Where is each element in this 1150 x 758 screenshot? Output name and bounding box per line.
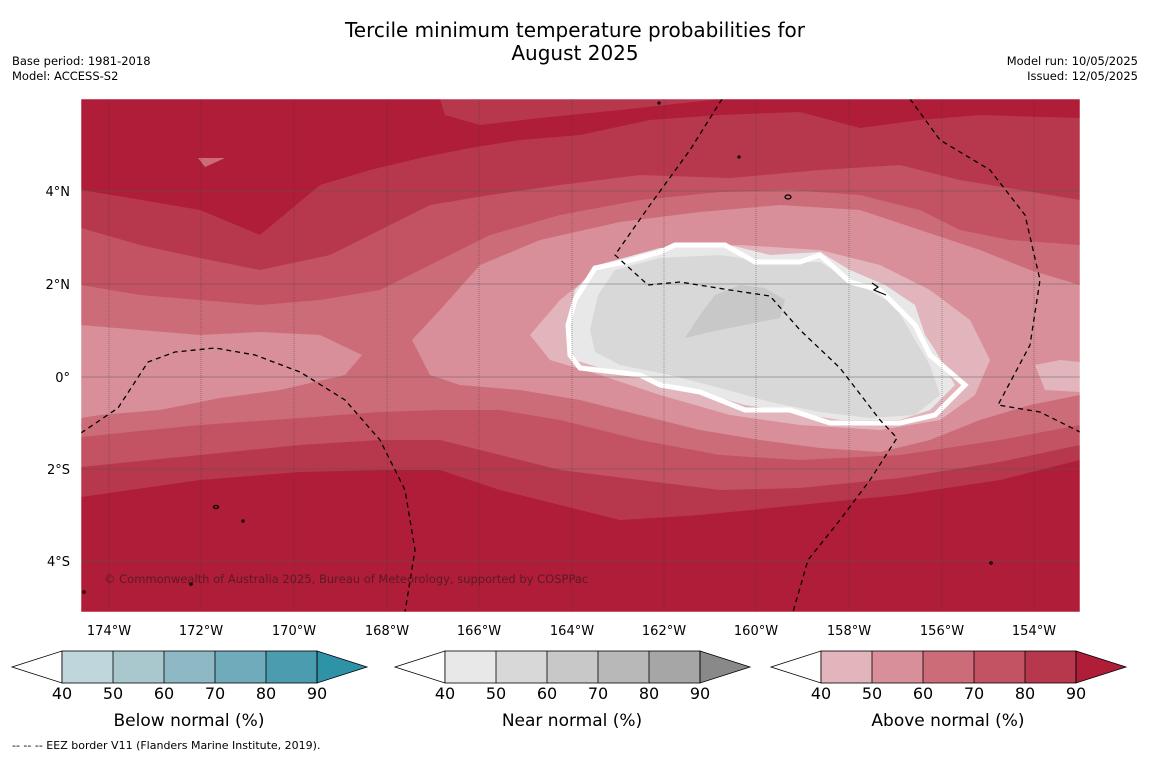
cbar-below-tick-90: 90 xyxy=(307,684,327,703)
meta-right: Model run: 10/05/2025 Issued: 12/05/2025 xyxy=(1007,54,1138,84)
lon-label-156w: 156°W xyxy=(920,624,964,639)
cbar-near-seg-1 xyxy=(496,651,547,683)
cbar-below-seg-3 xyxy=(215,651,266,683)
cbar-near-seg-4 xyxy=(649,651,700,683)
cbar-above-seg-0 xyxy=(821,651,872,683)
title-line-2: August 2025 xyxy=(511,41,639,65)
lon-label-172w: 172°W xyxy=(179,624,223,639)
lat-label-0: 0° xyxy=(55,371,70,386)
cbar-above-tick-60: 60 xyxy=(913,684,933,703)
cbar-above-tick-40: 40 xyxy=(811,684,831,703)
cbar-near-tick-60: 60 xyxy=(537,684,557,703)
copyright-notice: © Commonwealth of Australia 2025, Bureau… xyxy=(104,572,589,586)
cbar-below-title: Below normal (%) xyxy=(114,711,265,731)
lon-label-160w: 160°W xyxy=(734,624,778,639)
colorbar-below: 40 50 60 70 80 90 Below normal (%) xyxy=(10,650,369,731)
cbar-above-tick-50: 50 xyxy=(862,684,882,703)
cbar-near-title: Near normal (%) xyxy=(502,711,642,731)
chart-title: Tercile minimum temperature probabilitie… xyxy=(0,19,1150,65)
graticule xyxy=(108,99,1035,612)
cbar-below-tick-80: 80 xyxy=(256,684,276,703)
zone-above-90-patch xyxy=(335,148,380,163)
issued-date: Issued: 12/05/2025 xyxy=(1027,69,1138,83)
contour-near-40 xyxy=(565,242,969,426)
cbar-above-tick-70: 70 xyxy=(964,684,984,703)
cbar-above-high-ext xyxy=(1075,650,1128,684)
cbar-above-tick-80: 80 xyxy=(1015,684,1035,703)
meta-left: Base period: 1981-2018 Model: ACCESS-S2 xyxy=(12,54,151,84)
zone-above-80-north xyxy=(275,99,720,125)
eez-border-note: -- -- -- EEZ border V11 (Flanders Marine… xyxy=(12,739,321,752)
cbar-above-title: Above normal (%) xyxy=(871,711,1024,731)
cbar-near-tick-40: 40 xyxy=(435,684,455,703)
lon-label-168w: 168°W xyxy=(365,624,409,639)
lat-label-2s: 2°S xyxy=(47,463,70,478)
cbar-below-tick-60: 60 xyxy=(154,684,174,703)
cbar-near-tick-70: 70 xyxy=(588,684,608,703)
zone-near-60 xyxy=(685,285,785,338)
colorbar-near: 40 50 60 70 80 90 Near normal (%) xyxy=(393,650,752,731)
cbar-below-seg-0 xyxy=(62,651,113,683)
title-line-1: Tercile minimum temperature probabilitie… xyxy=(344,18,806,42)
cbar-above-seg-1 xyxy=(872,651,923,683)
cbar-below-seg-1 xyxy=(113,651,164,683)
lon-label-174w: 174°W xyxy=(87,624,131,639)
lat-label-2n: 2°N xyxy=(46,278,71,293)
lon-label-166w: 166°W xyxy=(457,624,501,639)
cbar-above-seg-4 xyxy=(1025,651,1076,683)
zone-above-60-patch xyxy=(198,158,225,167)
lon-label-164w: 164°W xyxy=(550,624,594,639)
cbar-near-tick-90: 90 xyxy=(690,684,710,703)
cbar-below-tick-40: 40 xyxy=(52,684,72,703)
lon-label-154w: 154°W xyxy=(1012,624,1056,639)
map-frame xyxy=(80,98,1081,613)
lat-label-4s: 4°S xyxy=(47,555,70,570)
cbar-above-tick-90: 90 xyxy=(1066,684,1086,703)
lon-label-162w: 162°W xyxy=(642,624,686,639)
zone-above-50 xyxy=(81,325,362,418)
cbar-below-seg-4 xyxy=(266,651,317,683)
lat-label-4n: 4°N xyxy=(46,185,71,200)
model-name: Model: ACCESS-S2 xyxy=(12,69,119,83)
cbar-near-low-ext xyxy=(393,650,446,684)
cbar-below-tick-50: 50 xyxy=(103,684,123,703)
cbar-above-low-ext xyxy=(769,650,822,684)
islands xyxy=(82,101,993,594)
graticule-lat xyxy=(81,190,1080,562)
cbar-below-low-ext xyxy=(10,650,63,684)
model-run: Model run: 10/05/2025 xyxy=(1006,54,1138,68)
cbar-below-seg-2 xyxy=(164,651,215,683)
cbar-below-tick-70: 70 xyxy=(205,684,225,703)
cbar-near-seg-3 xyxy=(598,651,649,683)
colorbar-above: 40 50 60 70 80 90 Above normal (%) xyxy=(769,650,1128,731)
cbar-near-high-ext xyxy=(699,650,752,684)
cbar-near-seg-2 xyxy=(547,651,598,683)
eez-borders xyxy=(81,99,1080,612)
map-field xyxy=(81,99,1080,612)
cbar-above-seg-3 xyxy=(974,651,1025,683)
cbar-near-tick-50: 50 xyxy=(486,684,506,703)
cbar-below-high-ext xyxy=(316,650,369,684)
base-period: Base period: 1981-2018 xyxy=(12,54,151,68)
cbar-above-seg-2 xyxy=(923,651,974,683)
zone-above-40-east xyxy=(1035,360,1080,392)
cbar-near-tick-80: 80 xyxy=(639,684,659,703)
cbar-near-seg-0 xyxy=(445,651,496,683)
lon-label-158w: 158°W xyxy=(827,624,871,639)
lon-label-170w: 170°W xyxy=(272,624,316,639)
